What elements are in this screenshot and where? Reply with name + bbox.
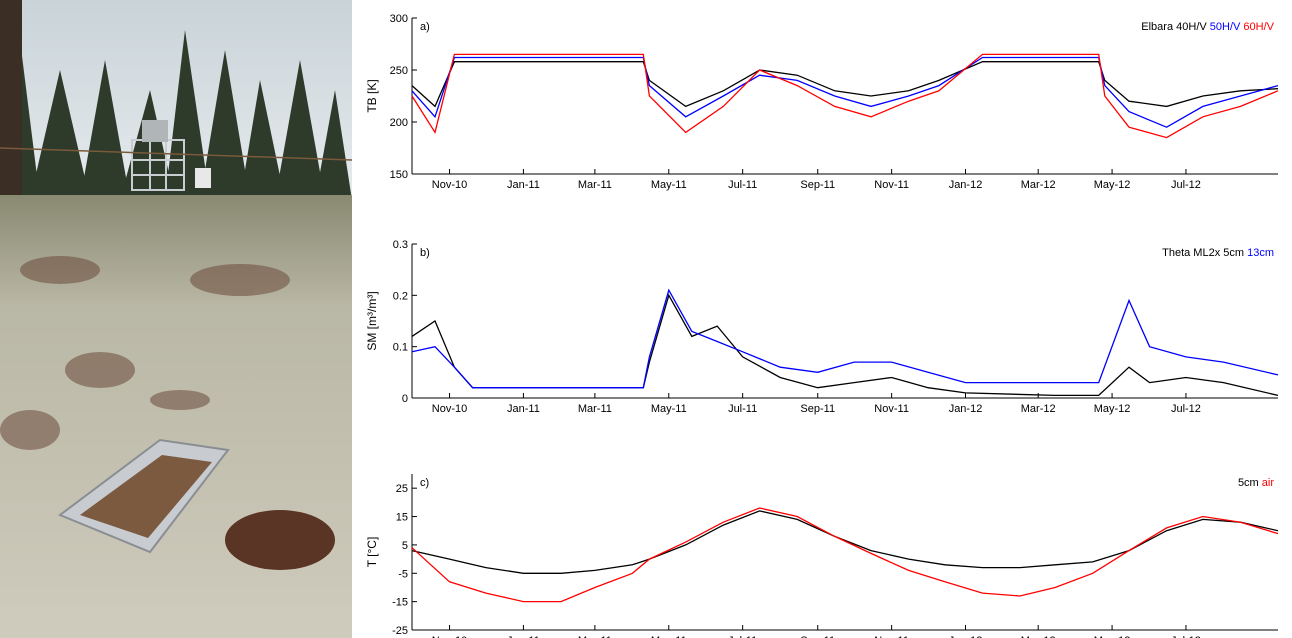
series-line-5cm	[411, 510, 1279, 574]
legend-entry: air	[1259, 477, 1275, 489]
series-line-13cm	[411, 288, 1279, 389]
x-tick-label: Mar-11	[578, 635, 612, 638]
y-tick-label: -5	[398, 568, 408, 580]
x-tick-label: Jul-11	[728, 179, 757, 191]
x-tick-label: Nov-10	[432, 179, 467, 191]
legend-entry: 60H/V	[1240, 21, 1274, 33]
y-tick-label: 300	[390, 13, 408, 25]
panel-label: a)	[420, 21, 430, 33]
panel-b-soil-moisture: 0 0.1 0.2 0.3 Nov-10 Jan-11 Mar-11 May-11 Jul-11…	[365, 239, 1279, 415]
x-tick-label: May-11	[651, 635, 687, 638]
y-tick-label: 0.1	[393, 342, 408, 354]
y-axis-label: T [°C]	[365, 537, 379, 568]
field-site-photo	[0, 0, 352, 638]
x-tick-label: Jan-12	[949, 635, 983, 638]
y-tick-label: -15	[392, 597, 408, 609]
x-tick-label: Mar-11	[578, 403, 612, 415]
y-tick-label: 250	[390, 65, 408, 77]
x-tick-label: Sep-11	[800, 403, 835, 415]
x-tick-label: Mar-11	[578, 179, 612, 191]
panel-c-temperature: -25 -15 -5 5 15 25 Nov-10 Jan-11 Mar-11 May-11 Jul…	[365, 474, 1279, 638]
y-axis-label: TB [K]	[365, 79, 379, 112]
panel-label: c)	[420, 477, 429, 489]
legend-entry: 50H/V	[1207, 21, 1241, 33]
legend-entry: 5cm	[1223, 247, 1244, 259]
x-tick-label: Mar-12	[1021, 635, 1056, 638]
x-tick-label: May-11	[651, 403, 687, 415]
x-tick-label: Jan-11	[507, 403, 540, 415]
legend-title: Elbara	[1141, 21, 1176, 33]
x-tick-label: May-12	[1094, 179, 1131, 191]
x-tick-label: Jul-12	[1171, 403, 1201, 415]
x-tick-label: Jul-11	[728, 635, 757, 638]
x-tick-label: Mar-12	[1021, 403, 1056, 415]
legend-entry: 5cm	[1238, 477, 1259, 489]
y-tick-label: 200	[390, 117, 408, 129]
x-tick-label: Jan-11	[507, 635, 540, 638]
x-tick-label: May-12	[1094, 635, 1131, 638]
x-tick-label: Nov-11	[874, 635, 909, 638]
x-tick-label: Jan-11	[507, 179, 540, 191]
legend-entry: 13cm	[1244, 247, 1274, 259]
legend: 5cm air	[1238, 477, 1274, 489]
soil-pit	[225, 510, 335, 570]
x-tick-label: Mar-12	[1021, 179, 1056, 191]
y-tick-label: 0.2	[393, 290, 408, 302]
sample-tray	[57, 438, 230, 554]
legend-entry: 40H/V	[1176, 21, 1207, 33]
x-tick-label: Jul-12	[1171, 635, 1201, 638]
heather-patches	[0, 256, 290, 450]
x-tick-label: Jul-12	[1171, 179, 1201, 191]
series-line-40hv	[411, 61, 1279, 108]
y-tick-label: 0	[402, 393, 408, 405]
series-line-air	[411, 507, 1279, 603]
series-line-50hv	[411, 56, 1279, 128]
x-tick-label: May-12	[1094, 403, 1131, 415]
fence	[0, 147, 352, 161]
panel-label: b)	[420, 247, 430, 259]
x-tick-label: Nov-10	[432, 635, 467, 638]
y-tick-label: 150	[390, 169, 408, 181]
x-tick-label: Sep-11	[800, 179, 835, 191]
x-tick-label: Nov-11	[874, 403, 909, 415]
panel-a-brightness-temperature: 150 200 250 300 Nov-10 Jan-11 Mar-11 May-11 Jul-…	[365, 13, 1279, 191]
x-tick-label: Nov-10	[432, 403, 467, 415]
x-tick-label: May-11	[651, 179, 687, 191]
y-tick-label: 5	[402, 540, 408, 552]
radiometer	[142, 120, 168, 142]
y-tick-label: 15	[396, 512, 408, 524]
y-tick-label: -25	[392, 625, 408, 637]
legend: Elbara 40H/V 50H/V 60H/V	[1141, 21, 1274, 33]
legend-title: Theta ML2x	[1162, 247, 1223, 259]
forest-treeline	[0, 30, 352, 200]
x-tick-label: Jan-12	[949, 179, 983, 191]
y-axis-label: SM [m³/m³]	[365, 291, 379, 350]
tree-trunk	[0, 0, 22, 210]
instrument-box	[195, 168, 211, 188]
legend: Theta ML2x 5cm 13cm	[1162, 247, 1274, 259]
y-tick-label: 25	[396, 483, 408, 495]
y-tick-label: 0.3	[393, 239, 408, 251]
x-tick-label: Sep-11	[800, 635, 835, 638]
x-tick-label: Jul-11	[728, 403, 757, 415]
series-line-60hv	[411, 53, 1279, 139]
x-tick-label: Nov-11	[874, 179, 909, 191]
series-line-5cm	[411, 293, 1279, 397]
x-tick-label: Jan-12	[949, 403, 983, 415]
